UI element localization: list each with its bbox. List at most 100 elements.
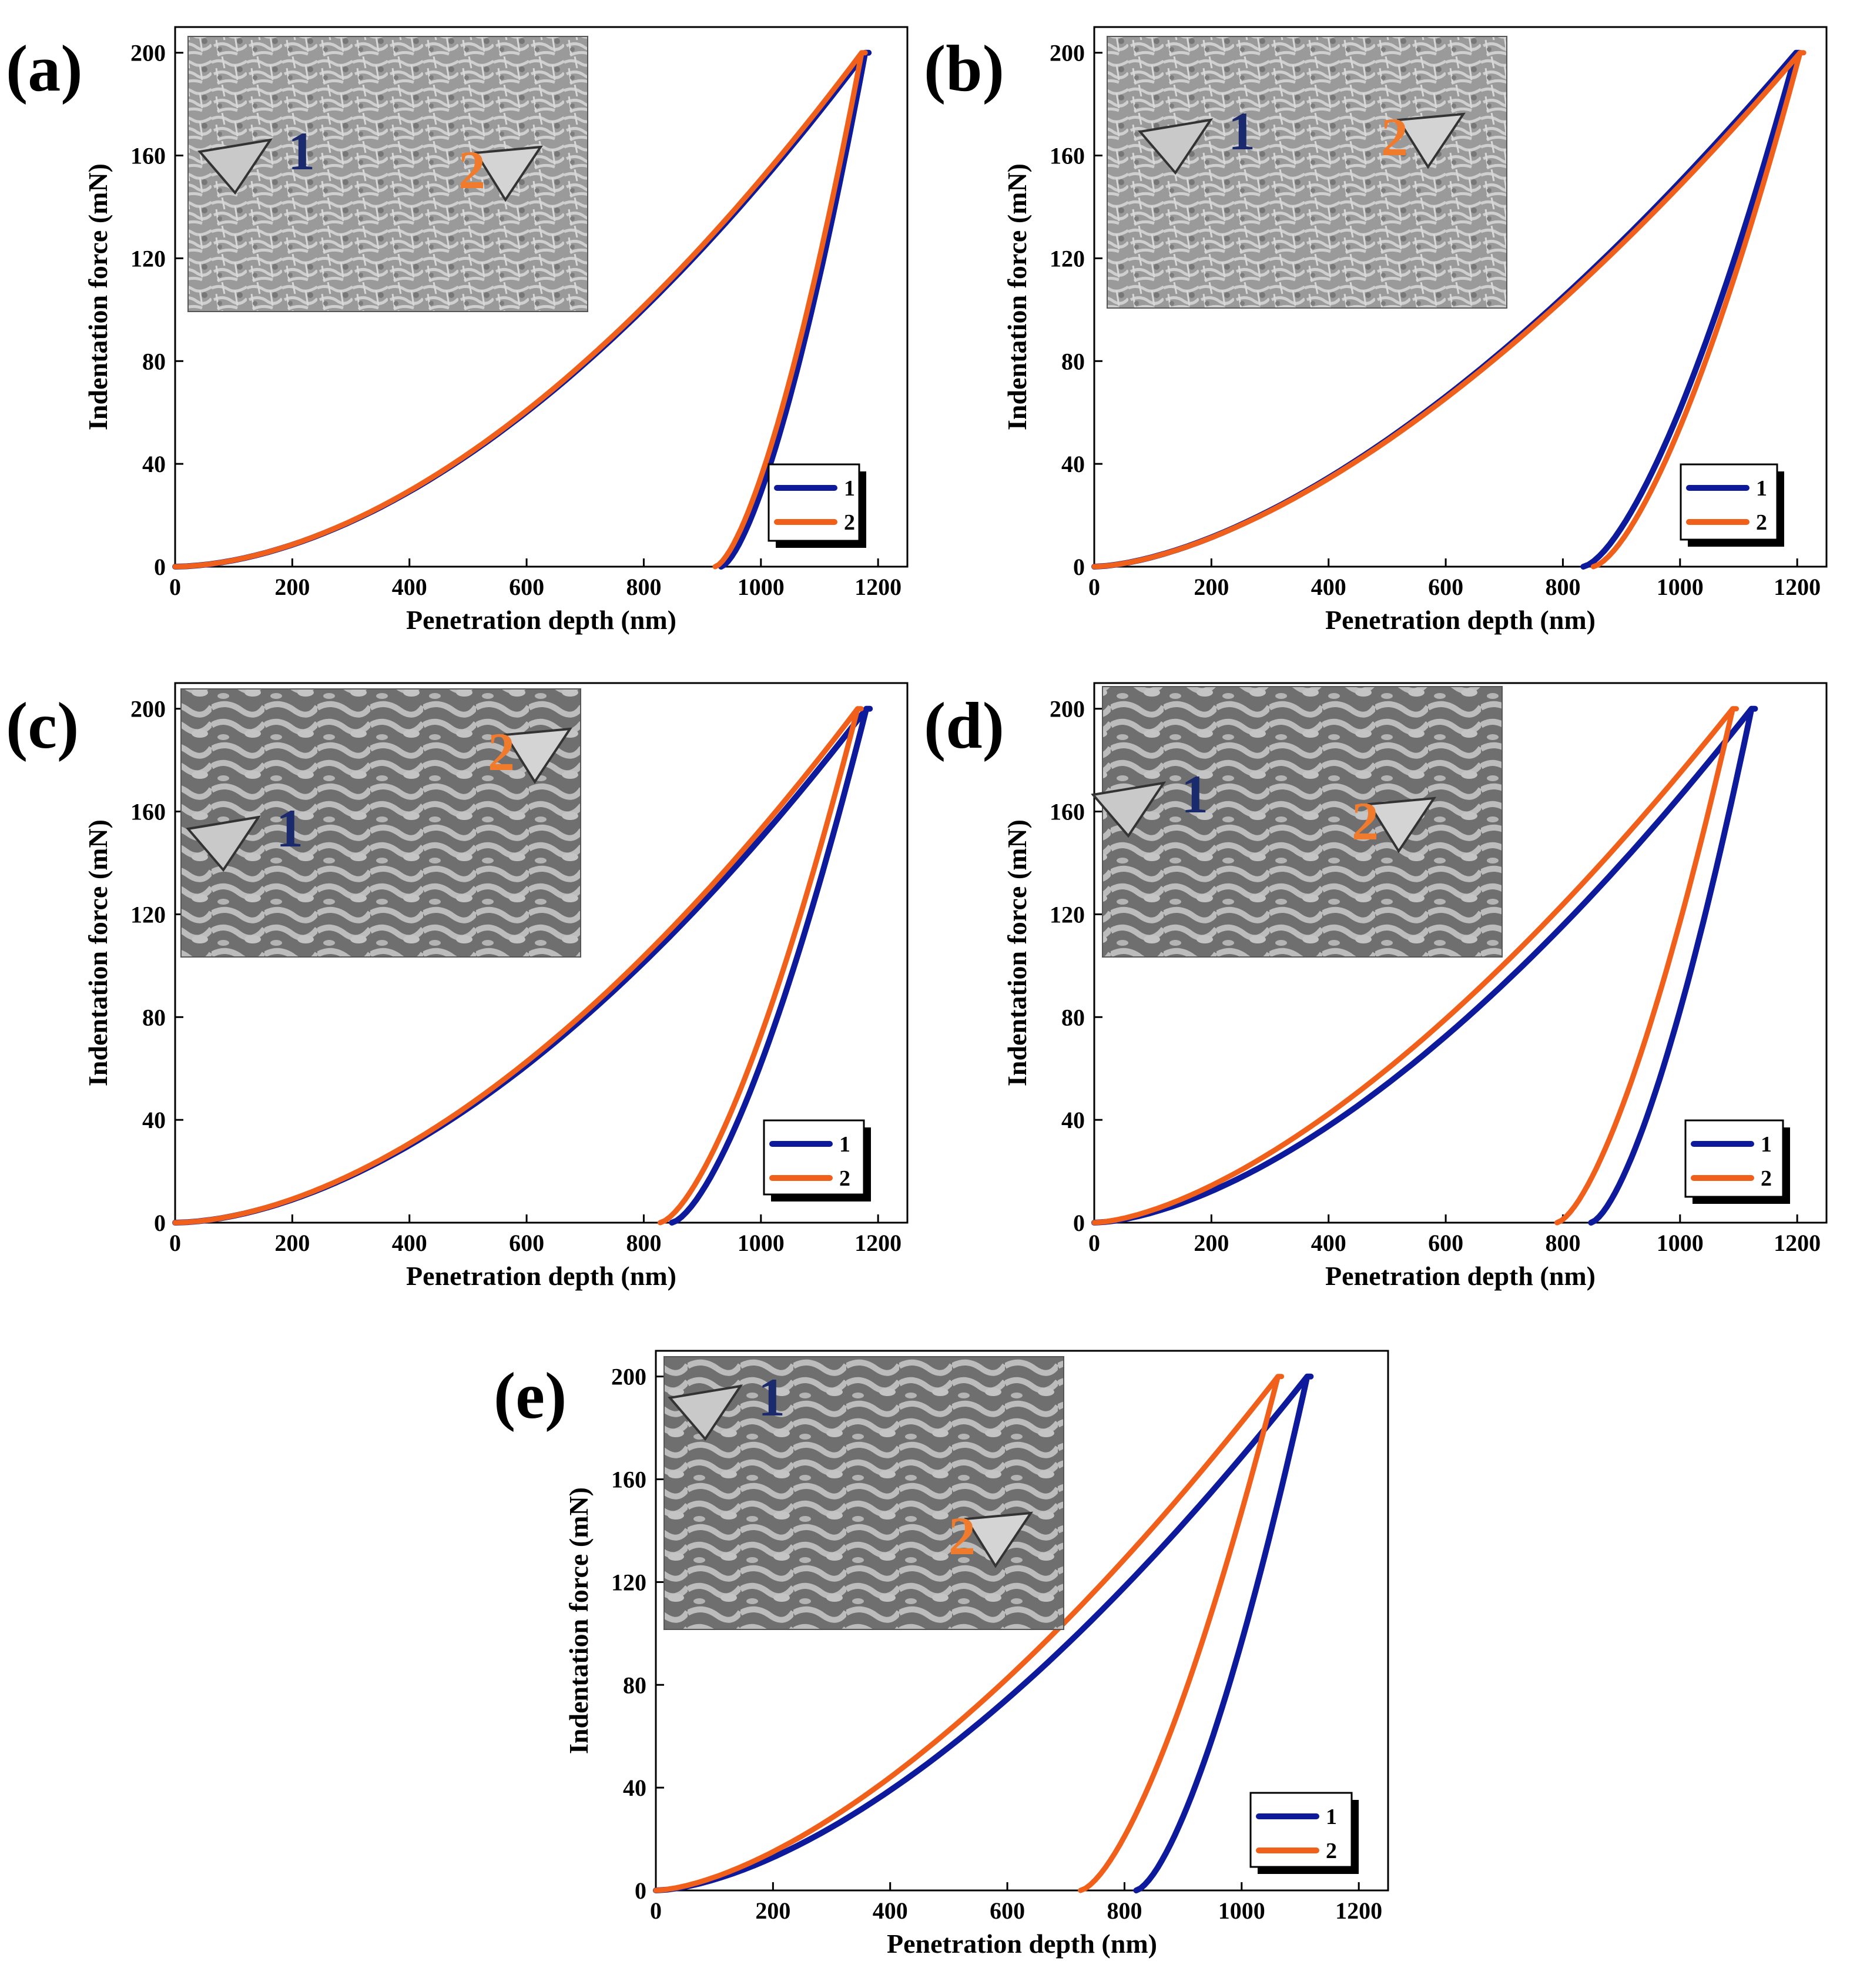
indent-1-mark [186,815,262,872]
y-axis-title: Indentation force (mN) [1002,819,1032,1086]
micrograph-inset [1102,686,1503,958]
x-tick-label: 600 [990,1897,1025,1924]
series-1-curve [1091,705,1758,1226]
legend-box [1249,1792,1353,1868]
chart-panel: 0 200 400 600 800 1000 1200 0 40 80 120 160 200 Penet… [6,682,909,1291]
y-tick-label: 0 [1073,1210,1085,1236]
x-tick-label: 200 [274,574,310,600]
series-2-curve [653,1374,1285,1893]
y-tick-label: 120 [1050,901,1085,928]
x-tick-label: 0 [169,1230,181,1256]
x-tick-label: 1000 [1218,1897,1265,1924]
x-tick-label: 1000 [1657,574,1704,600]
y-tick-label: 160 [611,1467,646,1493]
x-tick-label: 600 [1428,1230,1463,1256]
indent-1-mark [668,1384,743,1441]
x-tick-label: 800 [1107,1897,1142,1924]
x-tick-label: 400 [873,1897,908,1924]
chart-panel: 0 200 400 600 800 1000 1200 0 40 80 120 160 200 Penet… [924,682,1828,1291]
y-tick-label: 160 [1050,143,1085,169]
legend-label-2: 2 [1761,1166,1772,1191]
y-tick-label: 120 [130,901,166,928]
x-tick-label: 800 [1545,1230,1580,1256]
y-tick-label: 0 [635,1877,646,1904]
inset-label-2: 2 [1381,107,1408,167]
x-tick-label: 400 [1311,1230,1346,1256]
y-tick-label: 40 [623,1775,646,1801]
x-tick-label: 200 [1194,574,1229,600]
y-tick-label: 80 [1061,348,1085,374]
x-tick-label: 1000 [1657,1230,1704,1256]
y-tick-label: 40 [1061,451,1085,477]
series-1-curve [653,1373,1314,1893]
micrograph-inset [1107,36,1507,309]
x-tick-label: 1000 [738,1230,785,1256]
plot-frame [174,682,909,1224]
x-tick-label: 1200 [1335,1897,1382,1924]
plot-frame [174,26,909,568]
y-tick-label: 160 [1050,799,1085,825]
y-tick-label: 200 [130,696,166,722]
legend-label-2: 2 [1756,510,1767,535]
y-tick-label: 120 [130,245,166,272]
x-tick-label: 0 [650,1897,662,1924]
y-axis-title: Indentation force (mN) [83,819,113,1086]
inset-label-2: 2 [488,722,515,782]
inset-label-1: 1 [276,798,303,858]
panel-label: (b) [924,32,1004,105]
y-axis-title: Indentation force (mN) [1002,163,1032,430]
y-tick-label: 160 [130,143,166,169]
panel-label: (a) [6,32,83,105]
inset-label-1: 1 [288,121,315,181]
series-2-curve [1091,50,1807,570]
indent-1-mark [1138,118,1214,175]
x-axis-title: Penetration depth (nm) [1325,1261,1596,1291]
panel-label: (e) [494,1360,567,1433]
chart-panel: 0 200 400 600 800 1000 1200 0 40 80 120 160 200 Penet… [6,26,909,635]
y-tick-label: 0 [154,1210,166,1236]
x-tick-label: 1200 [1774,574,1821,600]
x-tick-label: 600 [1428,574,1463,600]
x-tick-label: 400 [392,1230,427,1256]
y-tick-label: 80 [623,1672,646,1698]
x-tick-label: 0 [1088,574,1100,600]
x-tick-label: 400 [392,574,427,600]
y-tick-label: 40 [1061,1107,1085,1133]
x-axis-title: Penetration depth (nm) [1325,605,1596,635]
x-axis-title: Penetration depth (nm) [406,605,676,635]
x-tick-label: 200 [755,1897,790,1924]
panel-label: (c) [6,690,79,762]
series-2-curve [172,50,868,570]
plot-frame [1093,682,1828,1224]
series-2-curve [172,706,864,1226]
legend-label-2: 2 [839,1166,850,1191]
y-tick-label: 0 [1073,554,1085,580]
x-tick-label: 800 [626,574,661,600]
indent-2-mark [964,1511,1033,1568]
y-tick-label: 40 [142,451,166,477]
y-tick-label: 200 [611,1364,646,1390]
indent-2-mark [474,145,543,202]
y-axis-title: Indentation force (mN) [83,163,113,430]
x-tick-label: 1000 [738,574,785,600]
inset-label-2: 2 [949,1506,976,1566]
y-tick-label: 200 [130,40,166,66]
x-axis-title: Penetration depth (nm) [406,1261,676,1291]
x-tick-label: 600 [509,574,544,600]
y-tick-label: 80 [142,1004,166,1030]
chart-panel: 0 200 400 600 800 1000 1200 0 40 80 120 160 200 Penet… [494,1350,1389,1959]
legend-box [1684,1119,1784,1198]
x-tick-label: 0 [169,574,181,600]
y-tick-label: 0 [154,554,166,580]
legend-label-1: 1 [1761,1132,1772,1157]
plot-frame [655,1350,1389,1892]
y-tick-label: 120 [611,1569,646,1595]
legend-label-1: 1 [839,1132,850,1157]
x-tick-label: 1200 [854,574,901,600]
y-tick-label: 160 [130,799,166,825]
y-tick-label: 80 [1061,1004,1085,1030]
y-tick-label: 200 [1050,40,1085,66]
legend-label-1: 1 [844,476,855,501]
x-tick-label: 400 [1311,574,1346,600]
